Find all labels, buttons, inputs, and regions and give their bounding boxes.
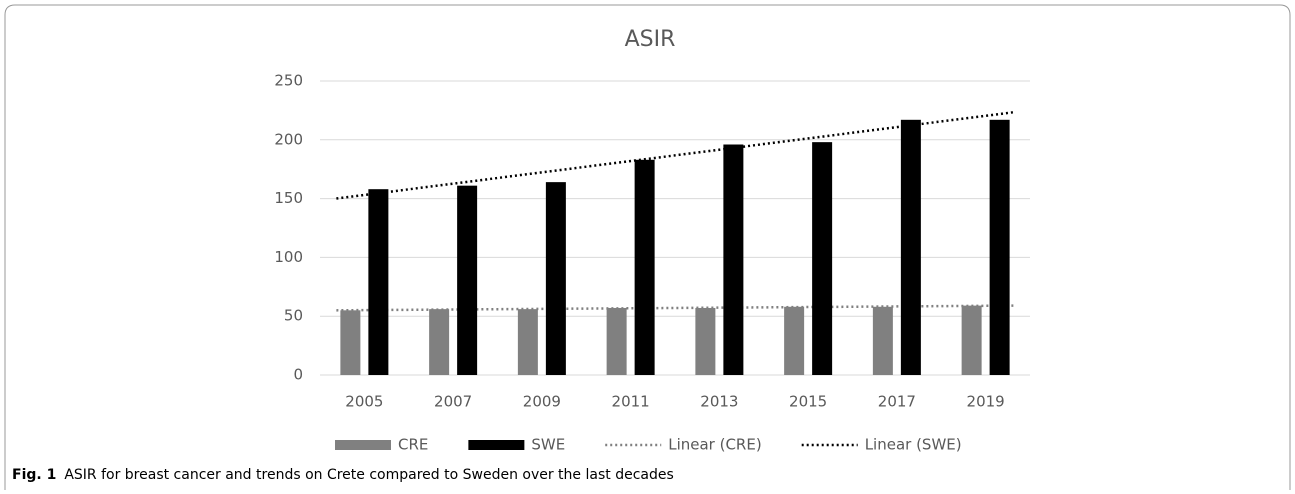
legend-label: Linear (CRE): [668, 436, 761, 454]
x-tick-label: 2009: [523, 393, 561, 411]
x-tick-label: 2015: [789, 393, 827, 411]
chart-title: ASIR: [625, 27, 676, 52]
y-tick-label: 250: [274, 72, 303, 90]
bar: [545, 182, 566, 375]
y-tick-label: 50: [284, 307, 303, 325]
caption-label: Fig. 1: [12, 467, 56, 483]
caption: Fig. 1 ASIR for breast cancer and trends …: [12, 467, 674, 483]
legend-swatch: [335, 440, 391, 450]
legend-label: CRE: [398, 436, 428, 454]
bar: [429, 309, 450, 375]
bar: [695, 307, 716, 375]
bar: [900, 119, 921, 375]
y-tick-label: 200: [274, 130, 303, 148]
x-tick-label: 2011: [612, 393, 650, 411]
legend-swatch: [468, 440, 525, 450]
bar: [634, 159, 655, 375]
caption-text: ASIR for breast cancer and trends on Cre…: [64, 467, 673, 483]
x-tick-label: 2005: [345, 393, 383, 411]
y-tick-label: 150: [274, 189, 303, 207]
frame: [4, 4, 1291, 490]
x-tick-label: 2013: [700, 393, 738, 411]
x-tick-label: 2007: [434, 393, 472, 411]
bar: [784, 306, 805, 375]
y-tick-label: 0: [293, 366, 303, 384]
bar: [517, 309, 538, 375]
bar: [340, 310, 361, 375]
bar: [872, 306, 893, 375]
trendline: [336, 110, 1014, 200]
legend-label: SWE: [531, 436, 565, 454]
bar: [989, 119, 1010, 375]
bar: [961, 305, 982, 375]
x-tick-label: 2019: [967, 393, 1005, 411]
legend-label: Linear (SWE): [865, 436, 962, 454]
bar: [723, 144, 744, 375]
bar: [457, 185, 478, 375]
y-tick-label: 100: [274, 248, 303, 266]
x-tick-label: 2017: [878, 393, 916, 411]
bar: [368, 189, 389, 375]
bar: [606, 307, 627, 375]
bar: [812, 142, 833, 375]
